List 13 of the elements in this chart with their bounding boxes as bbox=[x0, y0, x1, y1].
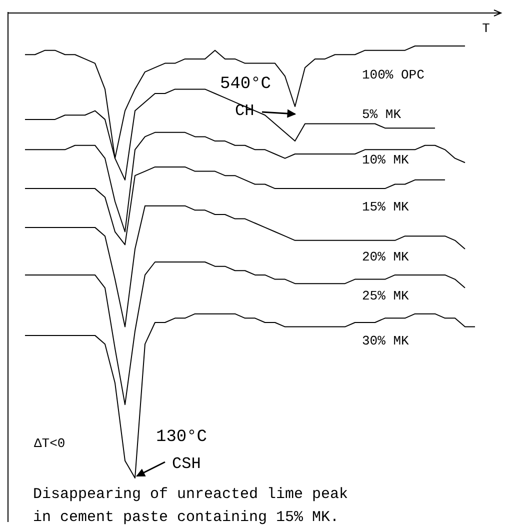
series-label: 5% MK bbox=[362, 106, 402, 122]
series-label: 20% MK bbox=[362, 249, 410, 264]
annotation: 130°C bbox=[156, 428, 208, 447]
series-label: 10% MK bbox=[362, 152, 410, 168]
annotation: ΔT<0 bbox=[34, 436, 66, 451]
series-label: 30% MK bbox=[362, 333, 410, 348]
series-label: 100% OPC bbox=[362, 67, 425, 82]
annotation: 540°C bbox=[220, 75, 272, 94]
series-label: 25% MK bbox=[362, 288, 410, 304]
annotation: CSH bbox=[172, 455, 201, 473]
text: Disappearing of unreacted lime peak in cement paste containing 15% MK. bbox=[33, 486, 348, 526]
series-label: 15% MK bbox=[362, 200, 410, 215]
x-axis-title: T bbox=[482, 21, 490, 36]
